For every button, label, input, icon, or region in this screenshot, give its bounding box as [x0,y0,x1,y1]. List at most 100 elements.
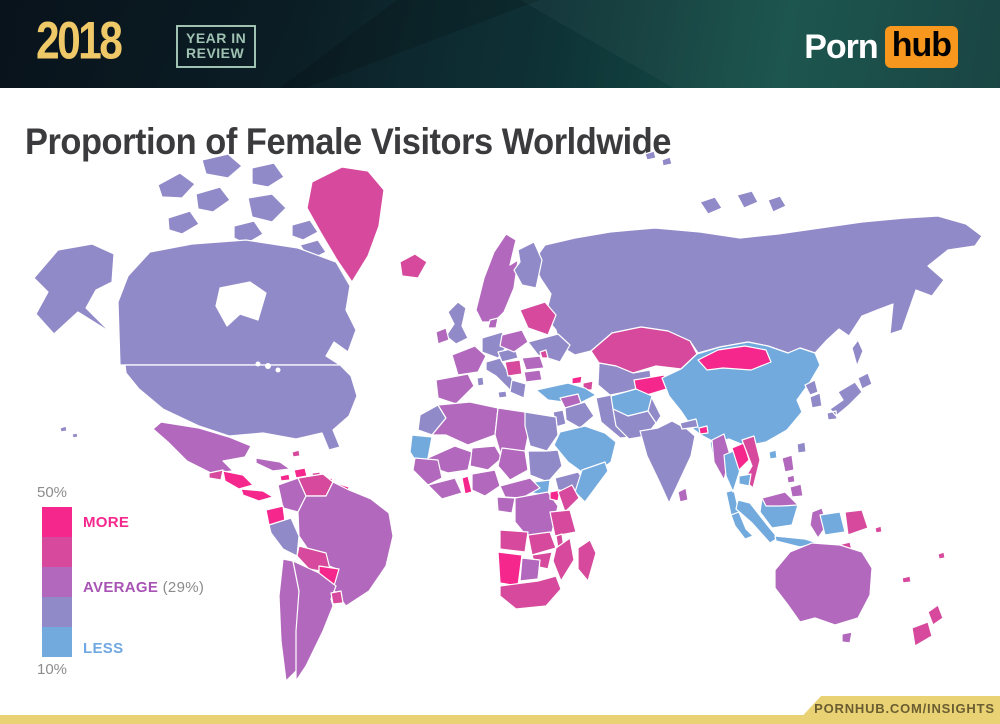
great-lakes [265,363,271,369]
region-uk [445,301,469,345]
region-solomon [874,525,883,534]
region-peru [268,517,300,557]
region-borneo-malaysia [761,491,799,507]
region-china [661,341,821,447]
region-cambodia [738,473,752,487]
legend-swatch-more [42,507,72,537]
region-kyrgyzstan [633,374,671,396]
region-botswana [519,557,541,582]
header-banner: 2018 YEAR IN REVIEW Porn hub [0,0,1000,88]
region-fiji [937,551,946,560]
region-hawaii [59,425,79,439]
region-chad [497,447,529,481]
region-nepal [679,418,699,430]
page-title: Proportion of Female Visitors Worldwide [25,120,671,162]
hudson-bay [215,281,267,327]
badge-line-2: REVIEW [186,45,245,62]
region-new-caledonia [901,575,912,584]
legend-more-label: MORE [83,514,130,531]
region-denmark [487,317,499,329]
region-balkans [504,359,523,377]
logo-porn-text: Porn [804,27,878,66]
region-romania [521,355,545,371]
region-new-zealand [911,604,944,647]
region-australia [774,542,873,626]
region-bhutan [698,425,709,435]
region-sakhalin [851,339,864,367]
region-angola [499,529,529,553]
region-vietnam [741,435,761,489]
region-greece [509,379,527,399]
region-ivory-ghana [427,477,463,500]
world-map [33,150,983,682]
pornhub-logo: Porn hub [804,26,958,69]
region-russia [533,215,983,356]
region-niger [469,445,503,471]
year-2018: 2018 [36,11,123,70]
region-france [451,345,487,376]
region-baltics-belarus [519,301,557,336]
region-korea-north [804,379,819,396]
legend-color-scale [42,507,72,657]
header-facet-shadow [0,0,1000,88]
region-japan [826,372,873,421]
region-mozambique [552,537,575,582]
region-costa-rica-panama [240,488,274,502]
region-laos [731,442,750,471]
region-egypt [524,411,559,452]
region-benin [461,475,473,495]
region-mexico [152,421,252,474]
region-papua-west [819,511,846,536]
region-cuba [255,457,291,472]
legend-average-value: (29%) [158,579,205,596]
legend-less-label: LESS [83,640,124,657]
region-argentina [292,560,337,682]
region-india [639,420,696,504]
region-south-africa [499,575,562,610]
region-png [844,509,869,536]
region-iceland [399,253,428,279]
region-iberia [435,373,475,405]
region-alaska [33,243,115,335]
footer-url-text: PORNHUB.COM/INSIGHTS [814,700,995,716]
region-greenland [306,166,385,283]
year-in-review-badge: YEAR IN REVIEW [176,25,257,68]
region-cameroon-car [499,477,541,499]
region-gabon-congo [496,496,516,514]
legend-swatch-high [42,537,72,567]
region-poland [499,329,529,353]
region-uganda [549,489,561,502]
great-lakes [275,367,281,373]
region-drc [514,491,559,541]
region-finland [513,241,543,289]
legend-max-label: 50% [37,484,68,501]
region-nigeria [471,469,501,497]
great-lakes [255,361,261,367]
region-jamaica [279,473,291,482]
region-ukraine [527,333,571,363]
region-sri-lanka [677,487,689,503]
legend-average-label: AVERAGE (29%) [83,579,204,596]
region-namibia [497,551,523,587]
region-guatemala [208,469,224,481]
region-philippines [781,454,804,498]
region-mongolia [697,345,772,371]
region-madagascar [577,539,597,582]
region-iraq [564,401,595,429]
region-uruguay [330,590,344,605]
region-usa [124,364,358,451]
legend-average-word: AVERAGE [83,579,159,596]
region-sumatra [735,499,779,544]
legend-swatch-average [42,567,72,597]
region-tasmania [841,631,853,644]
region-senegal-guinea [412,457,443,486]
region-turkey [535,382,597,405]
region-tanzania [549,509,577,537]
region-ireland [435,327,450,345]
legend-swatch-less [42,627,72,657]
region-bulgaria [523,369,543,383]
region-arctic-islands [157,153,327,261]
region-kenya [557,484,580,513]
region-honduras-nicaragua [222,470,254,490]
